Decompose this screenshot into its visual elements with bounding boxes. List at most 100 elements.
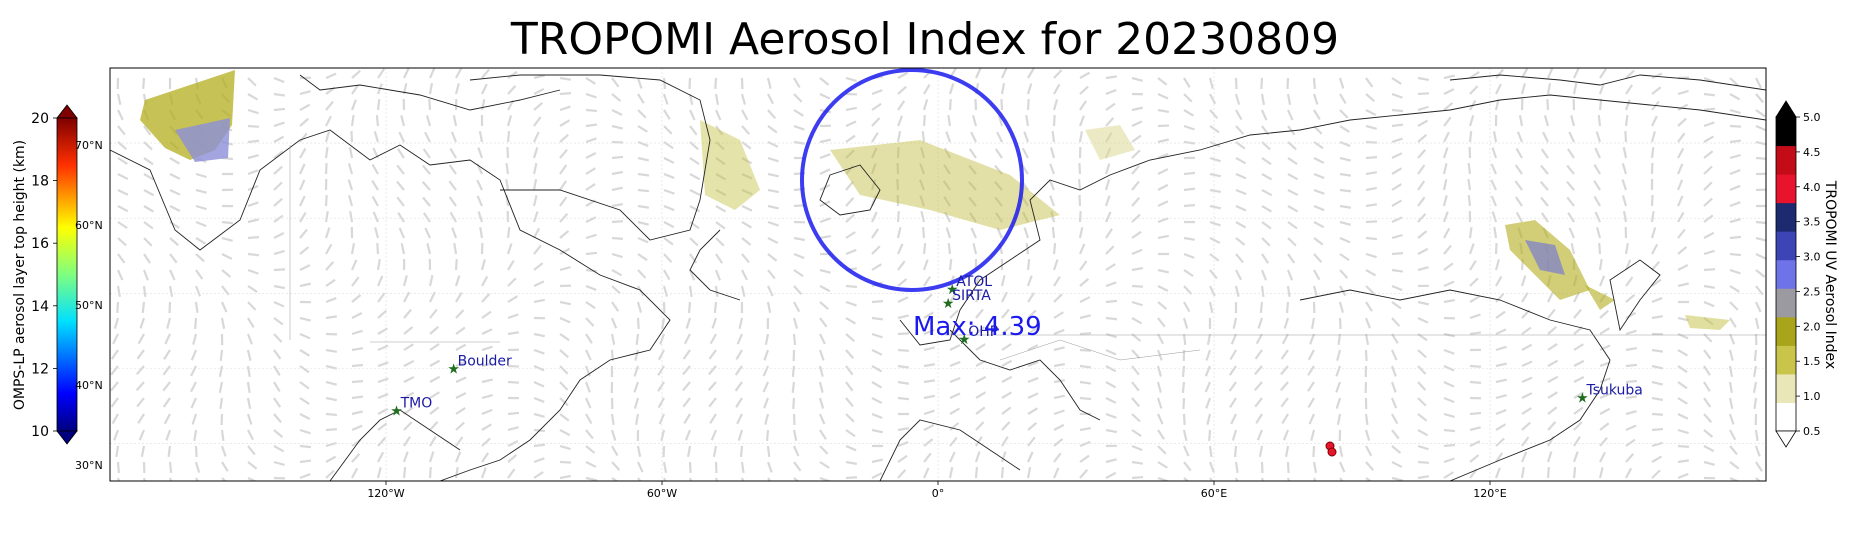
wind-arrow <box>1105 397 1117 404</box>
wind-arrow <box>845 333 856 343</box>
wind-arrow <box>1208 301 1214 313</box>
wind-arrow <box>1053 394 1065 400</box>
wind-arrow <box>1079 85 1089 95</box>
wind-arrow <box>1052 259 1059 271</box>
wind-arrow <box>1365 124 1377 130</box>
wind-arrow <box>949 344 961 351</box>
wind-arrow <box>403 68 410 79</box>
wind-arrow <box>1651 72 1663 80</box>
wind-arrow <box>1335 365 1342 377</box>
wind-arrow <box>1624 130 1628 143</box>
wind-arrow <box>532 178 538 191</box>
wind-arrow <box>195 172 207 179</box>
wind-arrow <box>1339 188 1352 193</box>
wind-arrow <box>1677 332 1689 340</box>
wind-arrow <box>1157 138 1169 144</box>
wind-arrow <box>1677 263 1689 271</box>
wind-arrow <box>687 445 692 458</box>
wind-arrow <box>1599 407 1611 415</box>
wind-arrow <box>1677 349 1689 357</box>
wind-arrow <box>663 172 675 180</box>
wind-arrow <box>975 406 986 415</box>
wind-arrow <box>117 205 129 213</box>
wind-arrow <box>219 349 224 362</box>
wind-arrow <box>793 93 803 103</box>
wind-arrow <box>739 445 744 458</box>
wind-arrow <box>611 155 624 160</box>
wind-arrow <box>1157 285 1169 292</box>
wind-arrow <box>1079 426 1092 432</box>
wind-arrow <box>1260 109 1268 121</box>
wind-arrow <box>1287 125 1296 136</box>
wind-arrow <box>429 406 440 415</box>
wind-arrow <box>584 365 591 377</box>
wind-arrow <box>221 236 233 242</box>
wind-arrow <box>1468 115 1475 127</box>
wind-arrow <box>1260 477 1265 481</box>
wind-arrow <box>1621 179 1628 191</box>
wind-arrow <box>663 237 674 246</box>
wind-arrow <box>1469 331 1482 336</box>
wind-arrow <box>1651 380 1663 386</box>
wind-arrow <box>1651 364 1663 370</box>
wind-arrow <box>115 445 120 458</box>
wind-arrow <box>1209 477 1214 481</box>
wind-arrow <box>923 452 932 463</box>
wind-arrow <box>1625 395 1638 400</box>
wind-arrow <box>1572 451 1579 463</box>
right-colorbar-segment <box>1776 373 1796 403</box>
wind-arrow <box>371 180 379 191</box>
wind-arrow <box>1624 114 1629 127</box>
wind-arrow <box>1729 93 1741 101</box>
wind-arrow <box>1235 204 1247 212</box>
wind-arrow <box>1079 364 1092 369</box>
wind-arrow <box>1335 381 1342 393</box>
wind-arrow <box>766 445 771 458</box>
wind-arrow <box>968 196 977 207</box>
wind-arrow <box>481 362 493 368</box>
wind-arrow <box>689 125 698 136</box>
wind-arrow <box>1442 195 1448 207</box>
wind-arrow <box>923 424 935 431</box>
wind-arrow <box>1209 285 1216 297</box>
wind-arrow <box>1183 171 1196 176</box>
wind-arrow <box>507 468 516 479</box>
wind-arrow <box>943 196 951 207</box>
wind-arrow <box>922 467 930 479</box>
wind-arrow <box>1049 147 1056 159</box>
wind-arrow <box>662 93 669 105</box>
wind-arrow <box>896 115 904 127</box>
right-colorbar-label: TROPOMI UV Aerosol Index <box>1822 180 1838 369</box>
wind-arrow <box>1307 365 1315 376</box>
wind-arrow <box>1593 163 1601 175</box>
wind-arrow <box>1755 156 1766 160</box>
right-colorbar-segment <box>1776 202 1796 232</box>
wind-arrow <box>922 99 929 111</box>
wind-arrow <box>923 363 936 368</box>
wind-arrow <box>738 317 744 329</box>
wind-arrow <box>190 349 198 361</box>
wind-arrow <box>1230 413 1237 425</box>
wind-arrow <box>663 253 673 263</box>
wind-arrow <box>663 221 675 229</box>
wind-arrow <box>1753 349 1758 362</box>
wind-arrow <box>1312 461 1318 474</box>
wind-arrow <box>1105 299 1118 304</box>
wind-arrow <box>897 396 910 401</box>
wind-arrow <box>1233 445 1238 458</box>
wind-arrow <box>476 195 484 207</box>
wind-arrow <box>1703 181 1713 191</box>
wind-arrow <box>688 269 696 281</box>
wind-arrow <box>1468 130 1473 143</box>
wind-arrow <box>299 413 311 420</box>
wind-arrow <box>1650 131 1656 143</box>
wind-arrow <box>403 376 415 383</box>
wind-arrow <box>137 413 145 424</box>
wind-arrow <box>1469 260 1477 271</box>
wind-arrow <box>247 218 259 224</box>
wind-arrow <box>481 83 488 95</box>
wind-arrow <box>247 445 256 456</box>
wind-arrow <box>819 234 832 240</box>
wind-arrow <box>1391 152 1403 159</box>
wind-arrow <box>481 328 493 335</box>
